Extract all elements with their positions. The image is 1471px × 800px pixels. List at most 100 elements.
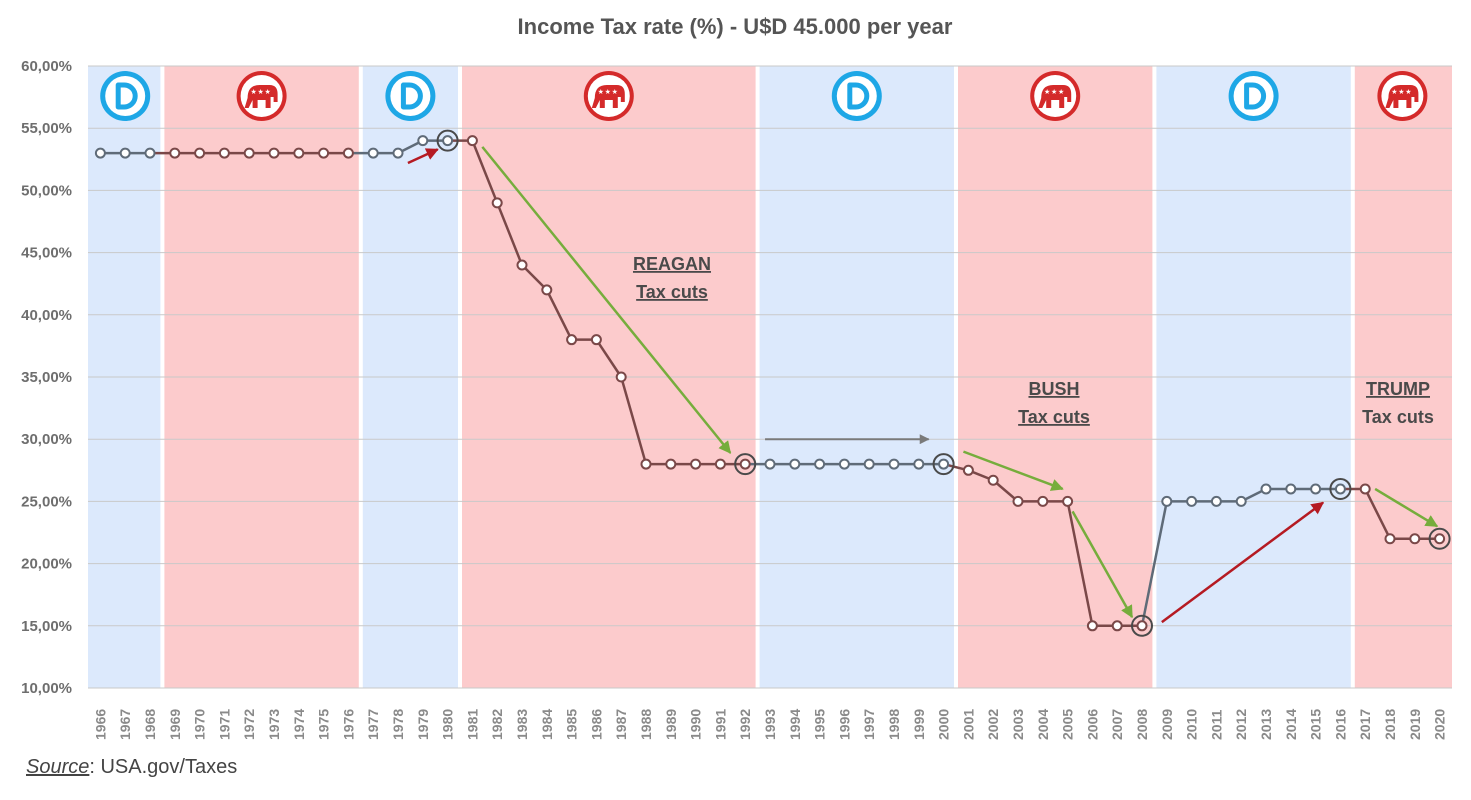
grid-lines: 10,00% 15,00% 20,00% 25,00% 30,00% 35,00% 40,0… bbox=[21, 58, 1452, 697]
x-tick-label: 1980 bbox=[440, 709, 456, 740]
x-tick-label: 1978 bbox=[390, 709, 406, 740]
democrat-logo-icon bbox=[385, 71, 436, 121]
x-tick-label: 1984 bbox=[539, 709, 555, 740]
data-point bbox=[888, 458, 900, 470]
data-point bbox=[962, 464, 974, 476]
data-point bbox=[1086, 620, 1098, 632]
data-point bbox=[442, 135, 454, 147]
badge-letter bbox=[847, 82, 870, 110]
y-tick-label: 20,00% bbox=[21, 556, 72, 573]
star-icon: ★ bbox=[1051, 88, 1057, 96]
x-tick-label: 1997 bbox=[861, 709, 877, 740]
data-point bbox=[342, 147, 354, 159]
y-tick-label: 15,00% bbox=[21, 618, 72, 635]
highlight-ring bbox=[932, 453, 955, 476]
data-point bbox=[144, 147, 156, 159]
data-point bbox=[1210, 495, 1222, 507]
data-point bbox=[1409, 533, 1421, 545]
x-tick-label: 2015 bbox=[1308, 709, 1324, 740]
y-tick-label: 10,00% bbox=[21, 680, 72, 697]
green-trend-arrow bbox=[481, 146, 732, 454]
x-tick-label: 1998 bbox=[886, 709, 902, 740]
x-tick-label: 1993 bbox=[762, 709, 778, 740]
badge-inner bbox=[836, 76, 877, 116]
republican-elephant-icon: ★ ★ ★ bbox=[583, 71, 634, 121]
x-tick-label: 1999 bbox=[911, 709, 927, 740]
x-tick-label: 2010 bbox=[1184, 709, 1200, 740]
data-point bbox=[789, 458, 801, 470]
annotation-subtitle: Tax cuts bbox=[636, 282, 708, 302]
star-icon: ★ bbox=[1044, 88, 1050, 96]
data-point bbox=[1260, 483, 1272, 495]
data-point bbox=[194, 147, 206, 159]
line-segment bbox=[619, 376, 648, 465]
star-icon: ★ bbox=[1398, 88, 1404, 96]
highlight-ring bbox=[1428, 527, 1451, 550]
data-point bbox=[119, 147, 131, 159]
y-tick-label: 60,00% bbox=[21, 58, 72, 75]
elephant-shape bbox=[591, 85, 625, 108]
x-tick-label: 2019 bbox=[1407, 709, 1423, 740]
x-tick-label: 2007 bbox=[1109, 709, 1125, 740]
star-icon: ★ bbox=[612, 88, 618, 96]
data-point bbox=[541, 284, 553, 296]
x-tick-label: 2001 bbox=[960, 709, 976, 740]
data-point bbox=[243, 147, 255, 159]
data-point bbox=[491, 197, 503, 209]
data-point bbox=[466, 135, 478, 147]
data-point bbox=[814, 458, 826, 470]
x-tick-label: 2016 bbox=[1332, 709, 1348, 740]
highlight-ring bbox=[1131, 614, 1153, 637]
x-tick-label: 2018 bbox=[1382, 709, 1398, 740]
x-tick-label: 1970 bbox=[192, 709, 208, 740]
line-segment bbox=[1066, 501, 1094, 627]
green-trend-arrow bbox=[1374, 487, 1439, 528]
y-tick-label: 30,00% bbox=[21, 431, 72, 448]
x-tick-label: 2003 bbox=[1010, 709, 1026, 740]
x-tick-label: 1982 bbox=[489, 709, 505, 740]
democrat-logo-icon bbox=[831, 71, 882, 121]
x-tick-label: 1966 bbox=[92, 709, 108, 740]
x-tick-label: 2002 bbox=[985, 709, 1001, 740]
x-tick-label: 2020 bbox=[1432, 709, 1448, 740]
highlight-ring bbox=[1329, 477, 1352, 500]
y-tick-label: 35,00% bbox=[21, 369, 72, 386]
data-point bbox=[1359, 483, 1371, 495]
data-point bbox=[218, 147, 230, 159]
data-point bbox=[938, 458, 950, 470]
data-point bbox=[1235, 495, 1247, 507]
data-point bbox=[392, 147, 404, 159]
x-tick-label: 1977 bbox=[365, 709, 381, 740]
x-tick-label: 1986 bbox=[588, 709, 604, 740]
highlight-ring bbox=[436, 129, 459, 152]
x-tick-label: 1979 bbox=[415, 709, 431, 740]
data-point bbox=[293, 147, 305, 159]
source-text: : USA.gov/Taxes bbox=[89, 756, 238, 778]
x-tick-label: 1969 bbox=[167, 709, 183, 740]
data-point bbox=[690, 458, 702, 470]
x-tick-label: 1985 bbox=[564, 709, 580, 740]
data-point bbox=[1310, 483, 1322, 495]
x-tick-label: 1968 bbox=[142, 709, 158, 740]
annotation-title: BUSH bbox=[1028, 379, 1079, 399]
badge-inner bbox=[105, 76, 146, 116]
x-tick-label: 2014 bbox=[1283, 709, 1299, 740]
data-point bbox=[913, 458, 925, 470]
annotation-subtitle: Tax cuts bbox=[1018, 407, 1090, 427]
data-point bbox=[268, 147, 280, 159]
x-tick-label: 2012 bbox=[1233, 709, 1249, 740]
badge-inner bbox=[1233, 76, 1274, 116]
x-tick-label: 1988 bbox=[638, 709, 654, 740]
party-badges: ★ ★ ★ ★ ★ ★ ★ ★ ★ ★ ★ ★ bbox=[100, 71, 1428, 121]
line-segment bbox=[521, 264, 548, 291]
x-axis-ticks: 1966 1967 1968 1969 1970 1971 1972 1973 1974 1975… bbox=[92, 709, 1447, 740]
data-points bbox=[94, 129, 1451, 637]
data-point bbox=[417, 135, 429, 147]
data-point bbox=[1285, 483, 1297, 495]
democrat-logo-icon bbox=[100, 71, 151, 121]
star-icon: ★ bbox=[1391, 88, 1397, 96]
x-tick-label: 2005 bbox=[1060, 709, 1076, 740]
republican-elephant-icon: ★ ★ ★ bbox=[236, 71, 287, 121]
star-icon: ★ bbox=[598, 88, 604, 96]
x-tick-label: 1994 bbox=[787, 709, 803, 740]
